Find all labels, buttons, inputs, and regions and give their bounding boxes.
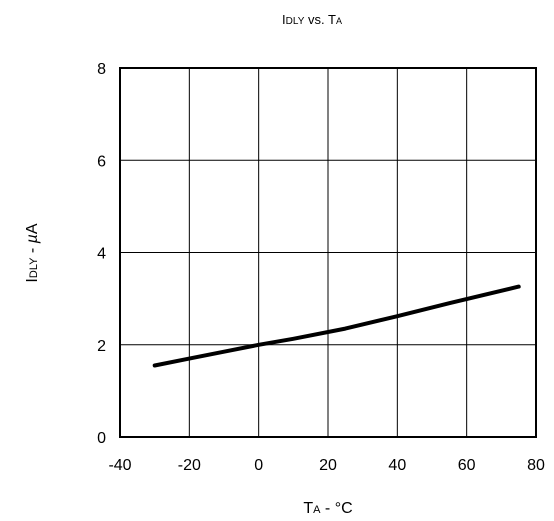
- x-tick-label: 80: [527, 457, 545, 474]
- x-tick-label: 40: [388, 457, 406, 474]
- plot-frame: [119, 67, 537, 438]
- y-tick-label: 2: [97, 338, 106, 355]
- series-line-idly: [152, 284, 521, 368]
- x-axis-ticks: -40 -20 0 20 40 60 80: [108, 457, 545, 474]
- x-tick-label: 0: [254, 457, 263, 474]
- y-tick-label: 4: [97, 246, 106, 263]
- y-axis-label: IDLY - µA: [24, 223, 41, 282]
- x-tick-label: -40: [108, 457, 131, 474]
- y-tick-label: 0: [97, 430, 106, 447]
- x-tick-label: 20: [319, 457, 337, 474]
- y-tick-label: 8: [97, 61, 106, 78]
- grid-lines: [120, 68, 536, 437]
- y-axis-ticks: 0 2 4 6 8: [97, 61, 106, 447]
- y-tick-label: 6: [97, 153, 106, 170]
- x-axis-label: TA - °C: [303, 500, 352, 517]
- x-tick-label: 60: [458, 457, 476, 474]
- chart-title: IDLY vs. TA: [282, 12, 342, 27]
- x-tick-label: -20: [178, 457, 201, 474]
